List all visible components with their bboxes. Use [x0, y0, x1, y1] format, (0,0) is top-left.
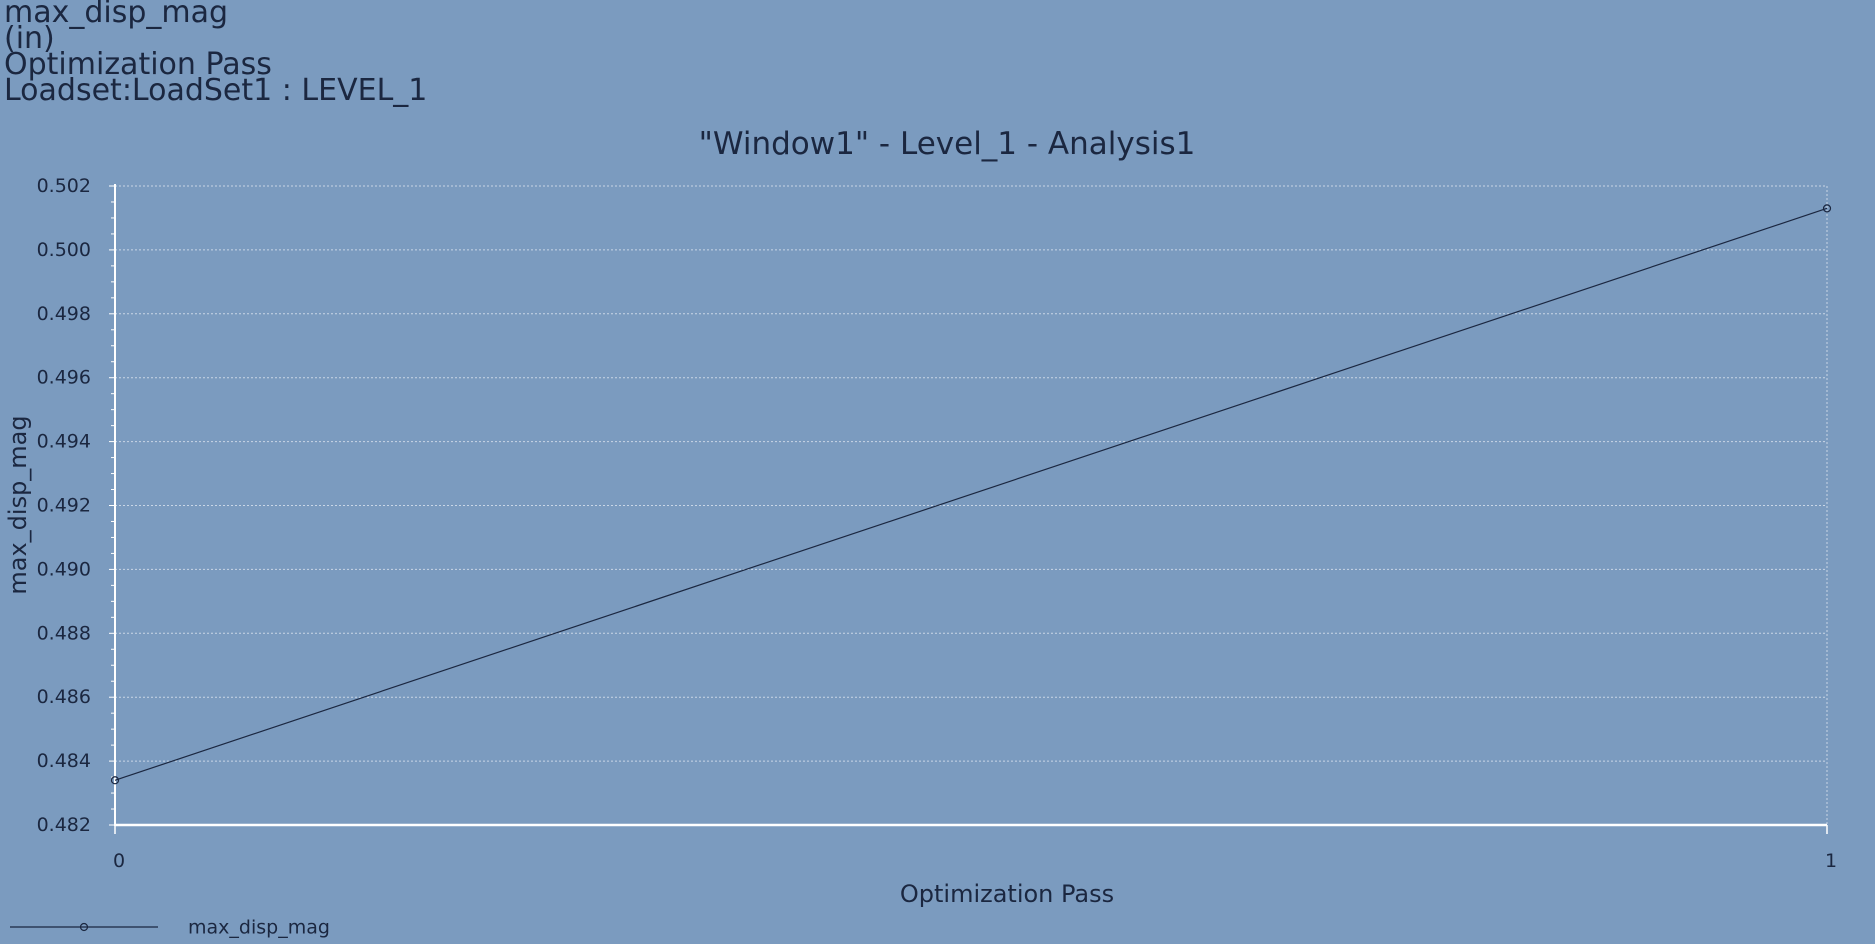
- data-point: [110, 776, 120, 785]
- y-tick-label: 0.490: [37, 558, 91, 580]
- header-units: (in): [4, 21, 55, 56]
- header-quantity: max_disp_mag: [4, 0, 229, 30]
- header-loadset: Loadset:LoadSet1 : LEVEL_1: [4, 73, 428, 108]
- y-tick-label: 0.486: [37, 686, 91, 708]
- y-tick-label: 0.498: [37, 303, 91, 325]
- x-axis-label: Optimization Pass: [900, 880, 1114, 908]
- chart-title: "Window1" - Level_1 - Analysis1: [699, 126, 1196, 162]
- x-tick-label: 1: [1825, 850, 1837, 872]
- series-line: [114, 207, 1828, 781]
- legend: max_disp_mag: [10, 917, 330, 939]
- header-block: max_disp_mag (in) Optimization Pass Load…: [4, 0, 428, 108]
- header-xaxis-name: Optimization Pass: [4, 47, 272, 82]
- y-axis-label: max_disp_mag: [4, 415, 32, 594]
- data-point: [1822, 204, 1832, 213]
- axes: [109, 184, 1828, 834]
- series-layer: [110, 204, 1832, 785]
- y-tick-label: 0.496: [37, 367, 91, 389]
- y-tick-label: 0.488: [37, 622, 91, 644]
- legend-series-label: max_disp_mag: [188, 917, 330, 939]
- y-tick-label: 0.492: [37, 495, 91, 517]
- x-tick-label: 0: [113, 850, 125, 872]
- y-tick-label: 0.502: [37, 175, 91, 197]
- y-tick-label: 0.494: [37, 431, 91, 453]
- legend-marker: [79, 922, 89, 932]
- y-tick-label: 0.484: [37, 750, 91, 772]
- y-tick-label: 0.500: [37, 239, 91, 261]
- tick-labels: 0.482 0.484 0.486 0.488 0.490 0.492 0.494 0.496…: [37, 175, 1837, 872]
- gridlines: [115, 185, 1828, 825]
- y-tick-label: 0.482: [37, 814, 91, 836]
